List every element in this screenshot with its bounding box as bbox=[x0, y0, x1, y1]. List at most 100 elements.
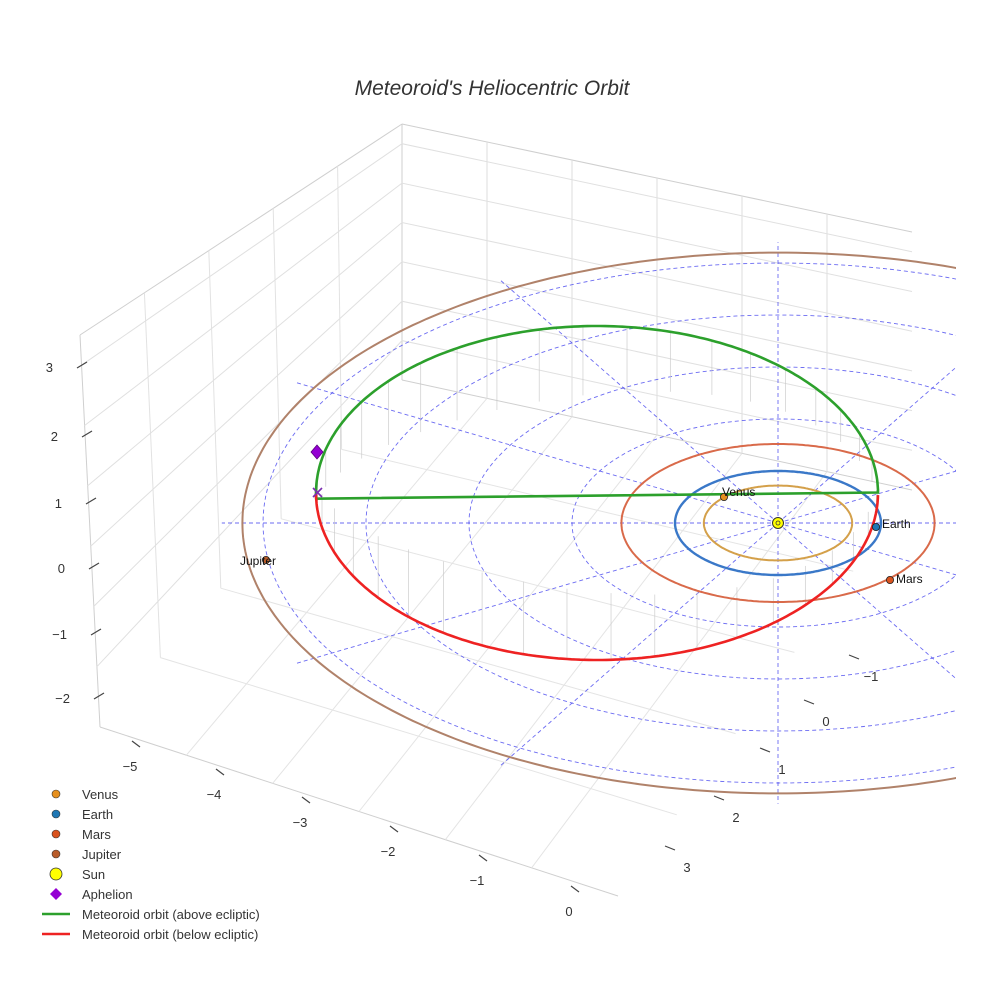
legend-item: Mars bbox=[51, 827, 111, 842]
venus-label: Venus bbox=[722, 485, 755, 499]
z-tick-mark bbox=[81, 430, 93, 438]
mars-marker bbox=[886, 576, 895, 585]
y-tick-label: 0 bbox=[565, 904, 572, 919]
ecliptic-spoke bbox=[777, 522, 956, 576]
z-tick-mark bbox=[90, 628, 102, 636]
jupiter-orbit bbox=[241, 251, 956, 795]
left-wall-gridline bbox=[208, 250, 222, 589]
earth-marker bbox=[872, 523, 881, 532]
z-gridline bbox=[87, 221, 913, 487]
aphelion-ground-marker bbox=[312, 487, 323, 498]
x-tick-mark bbox=[664, 845, 676, 851]
venus-orbit bbox=[702, 484, 854, 562]
y-tick-label: −4 bbox=[207, 787, 222, 802]
legend-swatch bbox=[49, 867, 63, 881]
y-tick-mark bbox=[478, 854, 488, 862]
y-tick-label: −2 bbox=[381, 844, 396, 859]
legend-swatch bbox=[51, 849, 61, 859]
sun-core bbox=[775, 520, 781, 526]
axis-edge bbox=[79, 334, 101, 728]
left-wall-gridline bbox=[337, 166, 343, 450]
axes-panes bbox=[79, 123, 913, 897]
z-gridline bbox=[90, 261, 913, 547]
y-tick-label: −1 bbox=[470, 873, 485, 888]
ecliptic-spoke bbox=[777, 366, 956, 524]
floor-gridline bbox=[220, 587, 736, 735]
y-tick-mark bbox=[131, 740, 141, 748]
x-tick-label: −1 bbox=[864, 669, 879, 684]
mars-label: Mars bbox=[896, 572, 923, 586]
aphelion-marker bbox=[310, 444, 324, 460]
y-tick-label: −3 bbox=[293, 815, 308, 830]
legend-label: Meteoroid orbit (below ecliptic) bbox=[82, 927, 258, 942]
legend-item: Aphelion bbox=[50, 887, 133, 902]
legend-item: Sun bbox=[49, 867, 105, 882]
x-tick-label: 2 bbox=[732, 810, 739, 825]
x-tick-label: 3 bbox=[683, 860, 690, 875]
meteoroid-orbit-above bbox=[314, 324, 880, 501]
floor-gridline bbox=[444, 453, 743, 840]
jupiter-label: Jupiter bbox=[240, 554, 276, 568]
z-tick-mark bbox=[88, 562, 100, 570]
z-tick-label: −1 bbox=[52, 627, 67, 642]
jupiter-marker bbox=[261, 556, 270, 565]
left-wall-gridline bbox=[272, 208, 282, 519]
legend-label: Jupiter bbox=[82, 847, 122, 862]
floor-gridline bbox=[358, 434, 658, 812]
z-tick-label: −2 bbox=[55, 691, 70, 706]
ecliptic-spoke bbox=[499, 279, 779, 524]
mars-orbit bbox=[620, 443, 936, 603]
legend-swatch bbox=[51, 789, 61, 799]
z-tick-label: 0 bbox=[58, 561, 65, 576]
legend-item: Meteoroid orbit (above ecliptic) bbox=[42, 907, 260, 922]
legend-item: Meteoroid orbit (below ecliptic) bbox=[42, 927, 258, 942]
sun-marker bbox=[772, 517, 784, 529]
ecliptic-spoke bbox=[499, 522, 779, 767]
z-tick-mark bbox=[85, 497, 97, 505]
ecliptic-grid bbox=[221, 242, 956, 804]
x-tick-mark bbox=[848, 654, 860, 660]
y-tick-mark bbox=[301, 796, 311, 804]
earth-orbit bbox=[673, 469, 883, 577]
legend-label: Mars bbox=[82, 827, 111, 842]
z-tick-mark bbox=[93, 692, 105, 700]
left-wall-gridline bbox=[143, 292, 161, 658]
legend-swatch bbox=[51, 809, 61, 819]
y-tick-mark bbox=[215, 768, 225, 776]
legend-item: Earth bbox=[51, 807, 113, 822]
ecliptic-spoke bbox=[777, 522, 956, 680]
chart-title: Meteoroid's Heliocentric Orbit bbox=[355, 77, 631, 100]
axis-ticks: 3 2 1 0 −1 −2 −5 −4 −3 −2 −1 0 −1 0 1 2 3 bbox=[46, 360, 879, 919]
legend-label: Venus bbox=[82, 787, 119, 802]
z-tick-label: 1 bbox=[55, 496, 62, 511]
legend: Venus Earth Mars Jupiter Sun Aphelion Meteoroi… bbox=[42, 787, 260, 942]
meteoroid-orbit bbox=[314, 324, 880, 662]
legend-item: Venus bbox=[51, 787, 119, 802]
y-tick-mark bbox=[389, 825, 399, 833]
y-tick-label: −5 bbox=[123, 759, 138, 774]
legend-label: Meteoroid orbit (above ecliptic) bbox=[82, 907, 260, 922]
planet-orbits bbox=[241, 251, 956, 795]
plot-area: Venus Earth Mars Jupiter bbox=[221, 242, 956, 804]
z-gridline bbox=[96, 340, 913, 668]
legend-label: Aphelion bbox=[82, 887, 133, 902]
x-tick-label: 0 bbox=[822, 714, 829, 729]
axis-edge bbox=[79, 123, 403, 336]
z-gridline bbox=[93, 300, 913, 607]
venus-marker bbox=[720, 492, 729, 501]
legend-label: Sun bbox=[82, 867, 105, 882]
legend-swatch bbox=[50, 888, 62, 900]
z-gridline bbox=[81, 143, 913, 366]
meteoroid-orbit-below bbox=[314, 493, 880, 662]
legend-swatch bbox=[51, 829, 61, 839]
x-tick-mark bbox=[759, 747, 771, 753]
floor-gridline bbox=[281, 518, 795, 653]
z-tick-label: 2 bbox=[51, 429, 58, 444]
floor-gridline bbox=[272, 416, 573, 784]
floor-gridline bbox=[185, 398, 488, 756]
x-tick-mark bbox=[803, 699, 815, 705]
z-tick-mark bbox=[76, 361, 88, 369]
floor-gridline bbox=[341, 448, 854, 572]
legend-item: Jupiter bbox=[51, 847, 122, 862]
